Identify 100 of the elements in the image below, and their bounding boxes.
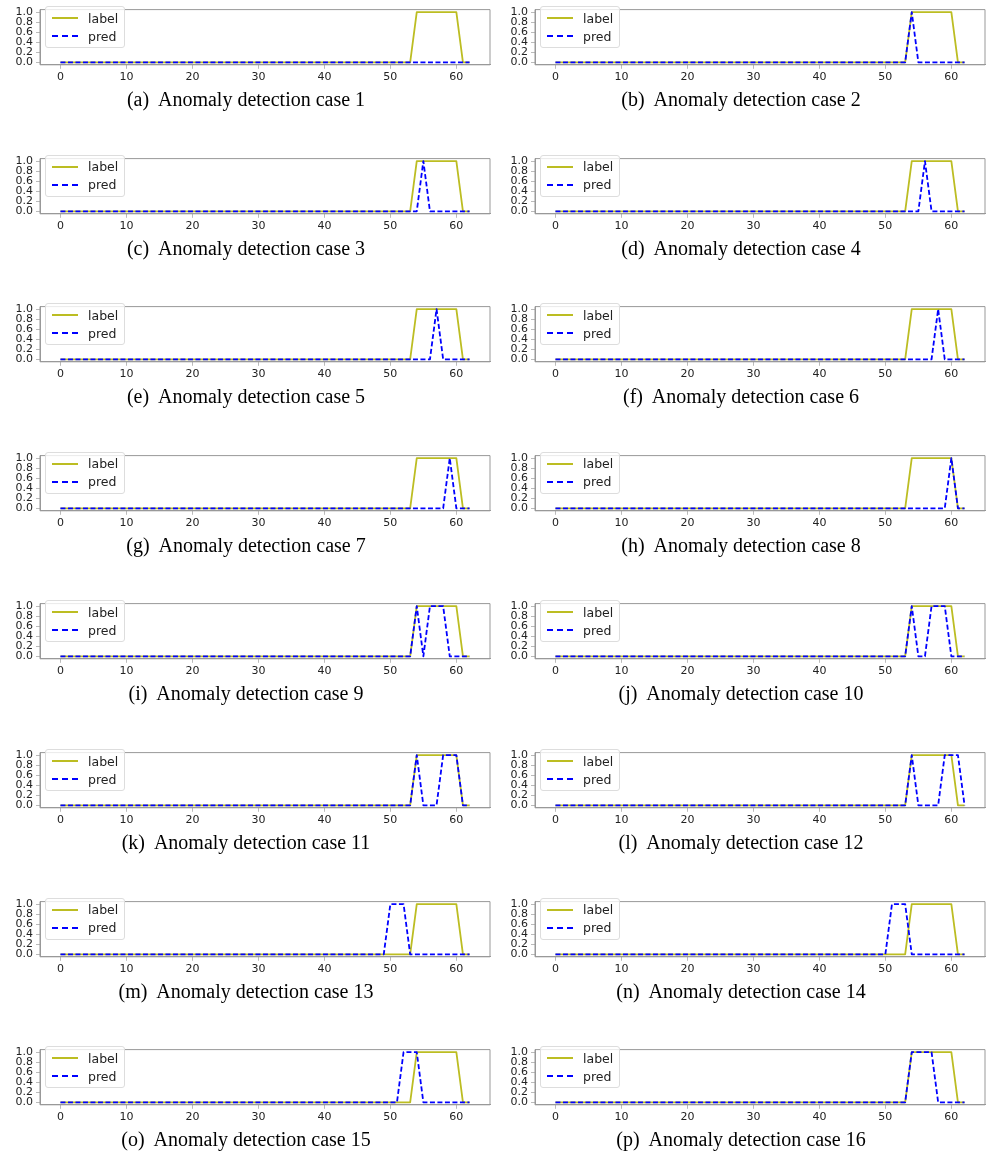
x-tick-label: 20 bbox=[185, 1110, 200, 1124]
x-tick-label: 10 bbox=[119, 516, 134, 530]
legend-label: pred bbox=[583, 177, 612, 193]
x-tick-label: 0 bbox=[56, 218, 64, 232]
x-tick-label: 60 bbox=[449, 70, 464, 84]
legend-label: label bbox=[583, 604, 614, 620]
y-tick-label: 0.0 bbox=[15, 55, 33, 69]
legend-label: pred bbox=[88, 325, 117, 341]
legend-label: pred bbox=[583, 920, 612, 936]
y-tick-label: 0.8 bbox=[15, 15, 33, 28]
y-tick-label: 1.0 bbox=[15, 747, 33, 761]
legend-label: label bbox=[88, 159, 119, 175]
x-tick-label: 0 bbox=[56, 1110, 64, 1124]
legend-label: label bbox=[583, 1050, 614, 1066]
x-tick-label: 50 bbox=[878, 1110, 893, 1124]
y-tick-label: 0.0 bbox=[15, 649, 33, 663]
y-tick-label: 0.0 bbox=[510, 1095, 528, 1109]
x-tick-label: 40 bbox=[812, 70, 827, 84]
x-tick-label: 40 bbox=[317, 218, 332, 232]
x-tick-label: 50 bbox=[383, 961, 398, 975]
x-tick-label: 10 bbox=[614, 1110, 629, 1124]
text: (l) Anomaly detection case 12 bbox=[617, 831, 865, 854]
x-tick-label: 0 bbox=[56, 516, 64, 530]
legend-label: label bbox=[583, 10, 614, 26]
x-tick-label: 50 bbox=[878, 218, 893, 232]
x-tick-label: 60 bbox=[944, 70, 959, 84]
legend-label: pred bbox=[583, 771, 612, 787]
x-tick-label: 20 bbox=[680, 813, 695, 827]
x-tick-label: 20 bbox=[185, 70, 200, 84]
x-tick-label: 10 bbox=[614, 367, 629, 381]
x-tick-label: 0 bbox=[56, 664, 64, 678]
x-tick-label: 0 bbox=[56, 70, 64, 84]
legend-label: label bbox=[583, 753, 614, 769]
x-tick-label: 30 bbox=[251, 218, 266, 232]
text: (j) Anomaly detection case 10 bbox=[617, 682, 865, 706]
x-tick-label: 50 bbox=[383, 1110, 398, 1124]
y-tick-label: 0.0 bbox=[15, 1095, 33, 1109]
x-tick-label: 10 bbox=[119, 70, 134, 84]
legend-label: label bbox=[88, 456, 119, 472]
x-tick-label: 40 bbox=[317, 70, 332, 84]
legend-label: pred bbox=[583, 28, 612, 44]
legend-label: label bbox=[88, 1050, 119, 1066]
legend-label: label bbox=[88, 753, 119, 769]
legend-label: pred bbox=[88, 622, 117, 638]
x-tick-label: 40 bbox=[812, 961, 827, 975]
x-tick-label: 30 bbox=[251, 367, 266, 381]
x-tick-label: 20 bbox=[680, 70, 695, 84]
x-tick-label: 20 bbox=[185, 961, 200, 975]
legend-label: pred bbox=[583, 622, 612, 638]
text: (o) Anomaly detection case 15 bbox=[120, 1128, 372, 1152]
x-tick-label: 50 bbox=[878, 367, 893, 381]
x-tick-label: 60 bbox=[944, 813, 959, 827]
y-tick-label: 0.0 bbox=[15, 798, 33, 812]
x-tick-label: 30 bbox=[251, 664, 266, 678]
legend-label: pred bbox=[583, 1068, 612, 1084]
y-tick-label: 1.0 bbox=[510, 4, 528, 18]
x-tick-label: 60 bbox=[449, 1110, 464, 1124]
y-tick-label: 0.8 bbox=[510, 15, 528, 28]
text: (g) Anomaly detection case 7 bbox=[125, 533, 367, 557]
text: (h) Anomaly detection case 8 bbox=[620, 533, 862, 557]
x-tick-label: 0 bbox=[551, 664, 559, 678]
x-tick-label: 30 bbox=[251, 813, 266, 827]
x-tick-label: 20 bbox=[185, 218, 200, 232]
x-tick-label: 40 bbox=[812, 218, 827, 232]
x-tick-label: 10 bbox=[614, 961, 629, 975]
x-tick-label: 10 bbox=[119, 813, 134, 827]
x-tick-label: 10 bbox=[614, 664, 629, 678]
x-tick-label: 30 bbox=[746, 1110, 761, 1124]
x-tick-label: 10 bbox=[119, 218, 134, 232]
x-tick-label: 20 bbox=[185, 813, 200, 827]
x-tick-label: 30 bbox=[746, 516, 761, 530]
legend-label: label bbox=[583, 902, 614, 918]
x-tick-label: 10 bbox=[614, 70, 629, 84]
x-tick-label: 0 bbox=[551, 70, 559, 84]
x-tick-label: 60 bbox=[449, 664, 464, 678]
x-tick-label: 30 bbox=[746, 664, 761, 678]
y-tick-label: 0.0 bbox=[510, 352, 528, 366]
x-tick-label: 50 bbox=[878, 813, 893, 827]
x-tick-label: 0 bbox=[56, 367, 64, 381]
x-tick-label: 10 bbox=[614, 516, 629, 530]
legend-label: label bbox=[88, 902, 119, 918]
x-tick-label: 20 bbox=[680, 1110, 695, 1124]
x-tick-label: 0 bbox=[551, 1110, 559, 1124]
legend-label: label bbox=[88, 10, 119, 26]
y-tick-label: 0.8 bbox=[510, 758, 528, 771]
x-tick-label: 50 bbox=[383, 70, 398, 84]
x-tick-label: 60 bbox=[449, 813, 464, 827]
y-tick-label: 0.0 bbox=[510, 798, 528, 812]
x-tick-label: 60 bbox=[944, 1110, 959, 1124]
legend-label: pred bbox=[88, 920, 117, 936]
x-tick-label: 50 bbox=[383, 367, 398, 381]
legend-label: pred bbox=[88, 177, 117, 193]
legend-label: label bbox=[583, 159, 614, 175]
x-tick-label: 0 bbox=[551, 813, 559, 827]
x-tick-label: 0 bbox=[551, 218, 559, 232]
x-tick-label: 40 bbox=[317, 367, 332, 381]
x-tick-label: 30 bbox=[746, 961, 761, 975]
x-tick-label: 40 bbox=[317, 1110, 332, 1124]
x-tick-label: 50 bbox=[383, 516, 398, 530]
text: (a) Anomaly detection case 1 bbox=[125, 88, 367, 111]
